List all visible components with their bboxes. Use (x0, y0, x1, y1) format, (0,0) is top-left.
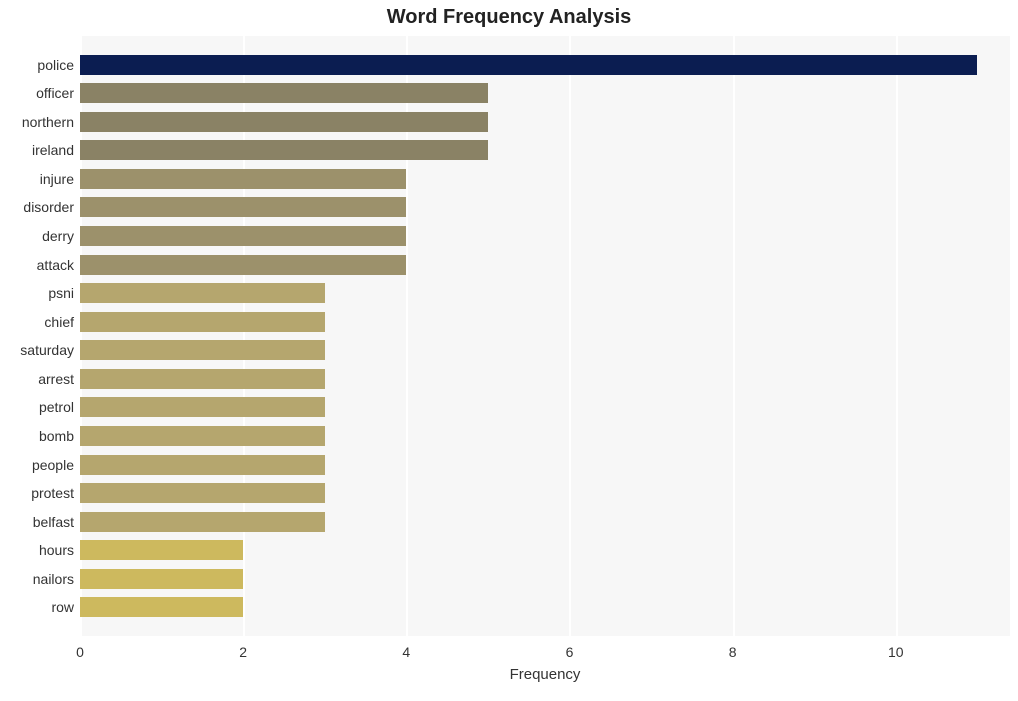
x-axis-tick: 10 (888, 644, 904, 660)
bar (80, 197, 406, 217)
bar (80, 426, 325, 446)
y-axis-label: officer (36, 86, 74, 100)
x-axis-tick: 8 (729, 644, 737, 660)
grid-line (896, 36, 898, 636)
y-axis-label: protest (31, 486, 74, 500)
y-axis-label: police (37, 58, 74, 72)
grid-line (569, 36, 571, 636)
y-axis-label: disorder (23, 200, 74, 214)
bar (80, 512, 325, 532)
x-axis-title: Frequency (80, 666, 1010, 683)
bar (80, 283, 325, 303)
bar (80, 397, 325, 417)
y-axis-label: people (32, 458, 74, 472)
y-axis-label: bomb (39, 429, 74, 443)
chart-container: Word Frequency Analysis Frequency police… (0, 0, 1018, 701)
bar (80, 226, 406, 246)
y-axis-label: petrol (39, 400, 74, 414)
bar (80, 255, 406, 275)
bar (80, 369, 325, 389)
y-axis-label: nailors (33, 572, 74, 586)
y-axis-label: attack (37, 258, 74, 272)
bar (80, 540, 243, 560)
bar (80, 569, 243, 589)
y-axis-label: belfast (33, 515, 74, 529)
y-axis-label: arrest (38, 372, 74, 386)
chart-title: Word Frequency Analysis (0, 6, 1018, 29)
plot-area (80, 36, 1010, 636)
y-axis-label: saturday (20, 343, 74, 357)
x-axis-tick: 6 (566, 644, 574, 660)
bar (80, 112, 488, 132)
grid-line (733, 36, 735, 636)
y-axis-label: row (51, 600, 74, 614)
bar (80, 312, 325, 332)
x-axis-tick: 2 (239, 644, 247, 660)
bar (80, 340, 325, 360)
y-axis-label: northern (22, 115, 74, 129)
y-axis-label: derry (42, 229, 74, 243)
x-axis-tick: 4 (402, 644, 410, 660)
bar (80, 169, 406, 189)
y-axis-label: injure (40, 172, 74, 186)
y-axis-label: chief (44, 315, 74, 329)
x-axis-tick: 0 (76, 644, 84, 660)
bar (80, 483, 325, 503)
bar (80, 55, 977, 75)
bar (80, 83, 488, 103)
bar (80, 140, 488, 160)
bar (80, 597, 243, 617)
y-axis-label: ireland (32, 143, 74, 157)
y-axis-label: psni (48, 286, 74, 300)
y-axis-label: hours (39, 543, 74, 557)
bar (80, 455, 325, 475)
